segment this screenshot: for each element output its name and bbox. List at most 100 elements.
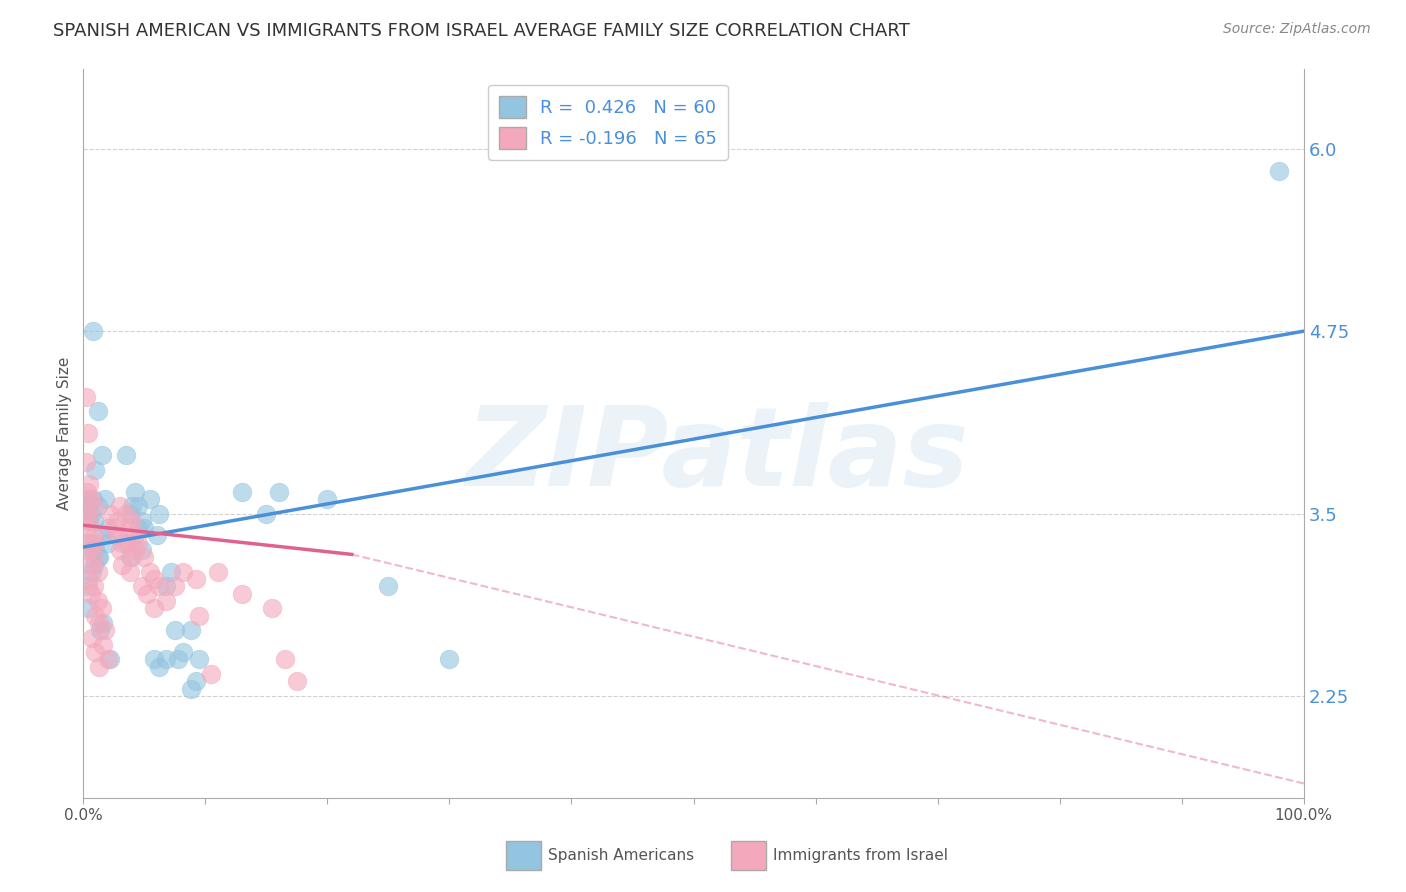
Point <box>84 543 107 558</box>
Point <box>143 601 166 615</box>
Point <box>77 426 100 441</box>
Point <box>89 659 111 673</box>
Point <box>83 580 105 594</box>
Point <box>200 667 222 681</box>
Point <box>155 594 177 608</box>
Point <box>184 674 207 689</box>
Point <box>143 652 166 666</box>
Point <box>155 652 177 666</box>
Point <box>84 645 107 659</box>
Text: Immigrants from Israel: Immigrants from Israel <box>773 848 948 863</box>
Point <box>121 500 143 514</box>
Point <box>160 565 183 579</box>
Text: ZIPatlas: ZIPatlas <box>465 401 970 508</box>
Point <box>184 572 207 586</box>
Point <box>80 631 103 645</box>
Point <box>107 528 129 542</box>
Point <box>188 652 211 666</box>
Point <box>135 587 157 601</box>
Text: Spanish Americans: Spanish Americans <box>548 848 695 863</box>
Legend: R =  0.426   N = 60, R = -0.196   N = 65: R = 0.426 N = 60, R = -0.196 N = 65 <box>488 85 728 160</box>
Point <box>79 491 101 506</box>
Point <box>145 528 167 542</box>
Point <box>131 543 153 558</box>
Point <box>316 491 339 506</box>
Point <box>79 558 101 572</box>
Point <box>90 601 112 615</box>
Point <box>377 580 399 594</box>
Point <box>273 652 295 666</box>
Point <box>118 535 141 549</box>
Y-axis label: Average Family Size: Average Family Size <box>58 357 72 510</box>
Point <box>155 580 177 594</box>
Point <box>163 580 186 594</box>
Point <box>91 615 114 630</box>
Point <box>79 514 101 528</box>
Point <box>139 491 162 506</box>
Point <box>83 550 105 565</box>
Point <box>77 601 100 615</box>
Point <box>148 507 170 521</box>
Point <box>75 390 97 404</box>
Point <box>98 507 121 521</box>
Point <box>439 652 461 666</box>
Point <box>115 535 138 549</box>
Point <box>79 477 101 491</box>
Point <box>148 580 170 594</box>
Point <box>124 484 146 499</box>
Point <box>97 521 120 535</box>
Point <box>75 455 97 469</box>
Point <box>118 550 141 565</box>
Point <box>82 324 104 338</box>
Point <box>180 624 202 638</box>
Point <box>127 521 149 535</box>
Point <box>83 558 105 572</box>
Point <box>91 638 114 652</box>
Point <box>121 550 143 565</box>
Point <box>90 528 112 542</box>
Point <box>82 500 104 514</box>
Point <box>97 652 120 666</box>
Point <box>103 521 125 535</box>
Point <box>89 550 111 565</box>
Point <box>131 580 153 594</box>
Point <box>148 659 170 673</box>
Point <box>107 514 129 528</box>
Point <box>118 507 141 521</box>
Point <box>76 491 98 506</box>
Point <box>180 681 202 696</box>
Point <box>76 484 98 499</box>
Point <box>76 521 98 535</box>
Point <box>79 535 101 549</box>
Point <box>167 652 190 666</box>
Point <box>87 565 110 579</box>
Point <box>188 608 211 623</box>
Point <box>118 521 141 535</box>
Point <box>262 601 284 615</box>
Point <box>87 500 110 514</box>
Point <box>94 624 117 638</box>
Point <box>80 565 103 579</box>
Point <box>89 615 111 630</box>
Text: Source: ZipAtlas.com: Source: ZipAtlas.com <box>1223 22 1371 37</box>
Point <box>83 514 105 528</box>
Point <box>172 645 194 659</box>
Point <box>231 587 253 601</box>
Point <box>87 404 110 418</box>
Point <box>118 565 141 579</box>
Point <box>139 565 162 579</box>
Point <box>134 521 156 535</box>
Point <box>83 528 105 542</box>
Point <box>76 507 98 521</box>
Point <box>134 550 156 565</box>
Point <box>1268 163 1291 178</box>
Point <box>79 514 101 528</box>
Point <box>89 624 111 638</box>
Point <box>84 535 107 549</box>
Point <box>76 535 98 549</box>
Point <box>79 500 101 514</box>
Point <box>124 543 146 558</box>
Point <box>79 543 101 558</box>
Point <box>115 507 138 521</box>
Point <box>77 543 100 558</box>
